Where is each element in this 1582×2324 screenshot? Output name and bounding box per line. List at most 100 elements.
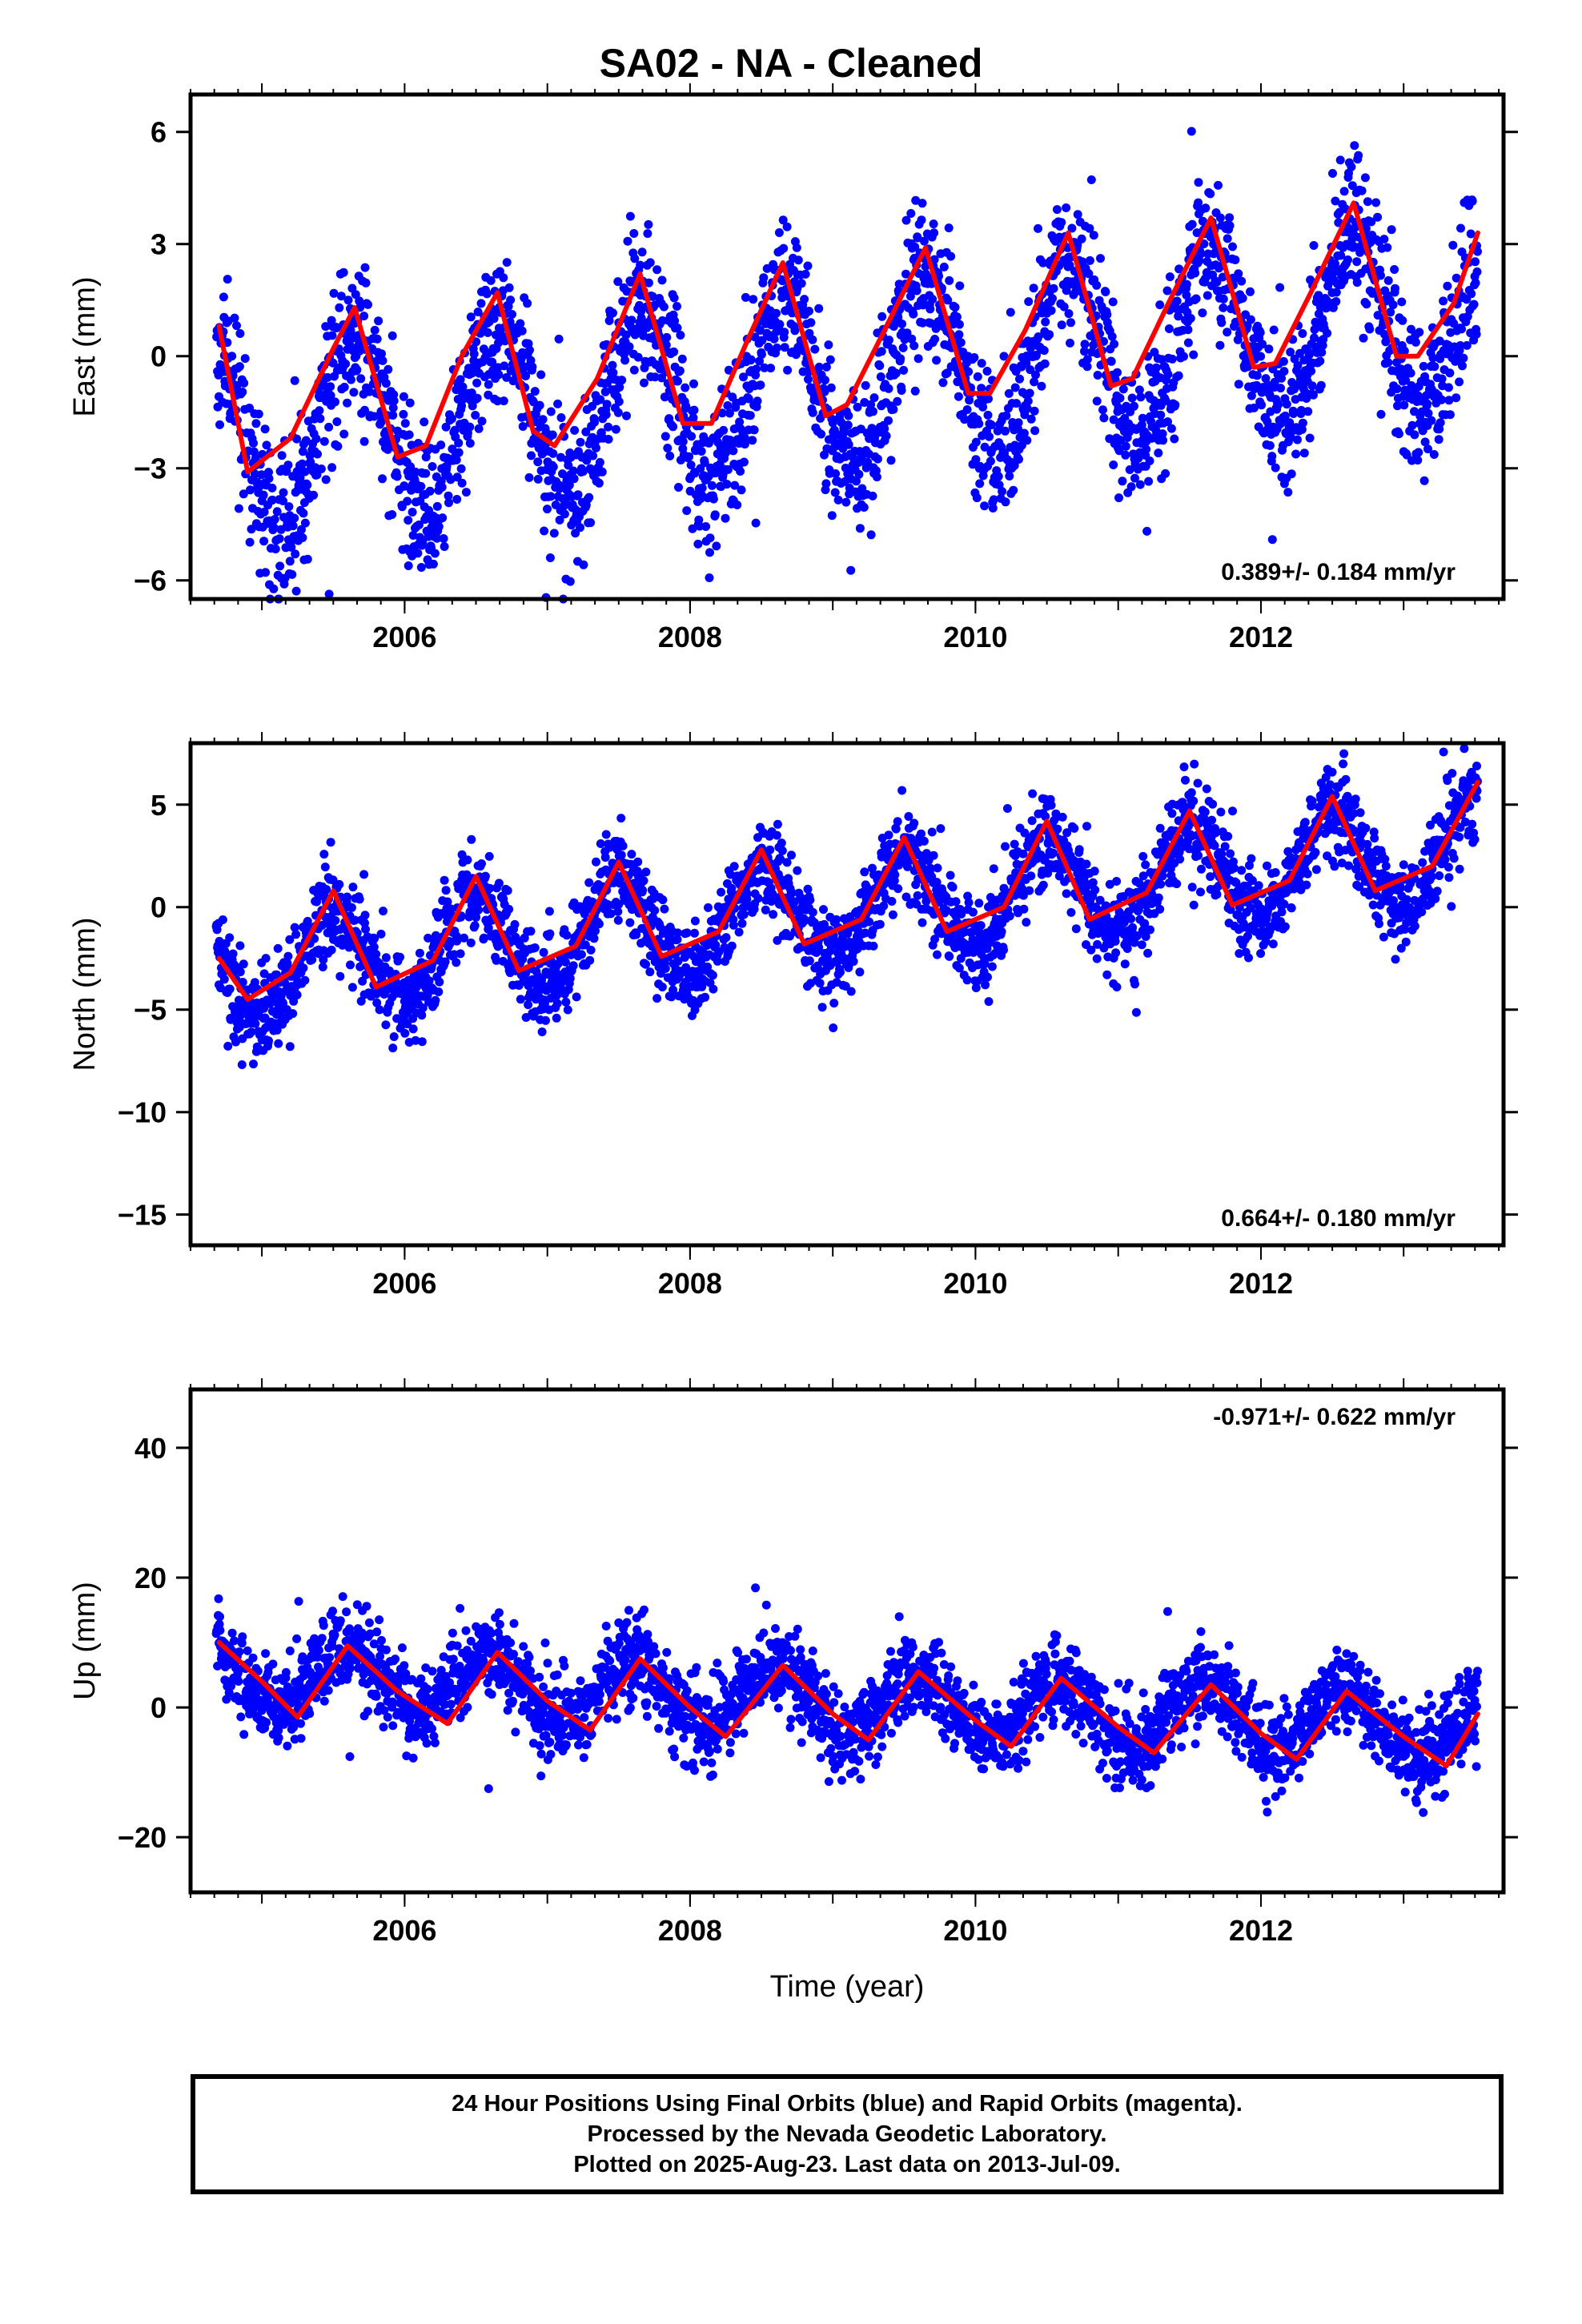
scatter-point-north-872	[592, 857, 600, 866]
scatter-point-east-563	[456, 464, 466, 473]
scatter-point-east-72	[245, 537, 255, 547]
scatter-point-east-2232	[1183, 325, 1193, 335]
scatter-point-east-1961	[1065, 260, 1074, 270]
scatter-point-north-1854	[1022, 918, 1031, 927]
scatter-point-north-867	[589, 934, 599, 943]
scatter-point-east-1870	[1026, 365, 1035, 375]
scatter-point-east-2479	[1291, 449, 1301, 459]
scatter-point-north-31	[225, 933, 235, 943]
scatter-point-north-1819	[1005, 911, 1014, 921]
scatter-point-east-1778	[984, 394, 993, 404]
scatter-point-east-247	[321, 475, 331, 485]
scatter-point-east-49	[234, 504, 243, 513]
scatter-point-north-808	[562, 931, 572, 940]
scatter-point-north-585	[467, 834, 476, 844]
scatter-point-east-1213	[736, 467, 745, 476]
scatter-point-east-1513	[868, 491, 877, 501]
scatter-point-east-599	[472, 337, 481, 347]
scatter-point-east-842	[576, 437, 585, 447]
scatter-point-north-1322	[787, 850, 796, 860]
scatter-point-east-2799	[1427, 416, 1436, 425]
scatter-point-east-1751	[971, 455, 981, 464]
scatter-point-east-2207	[1172, 296, 1182, 306]
scatter-point-east-1627	[917, 199, 927, 208]
scatter-point-east-1725	[960, 415, 970, 424]
scatter-point-east-1067	[674, 483, 683, 492]
scatter-point-east-1141	[705, 533, 715, 543]
scatter-point-east-790	[554, 334, 564, 344]
scatter-point-north-258	[322, 885, 331, 895]
scatter-point-east-2065	[1110, 340, 1119, 349]
scatter-point-east-330	[356, 374, 366, 384]
scatter-point-east-259	[326, 391, 335, 400]
scatter-point-east-1869	[1025, 388, 1034, 398]
scatter-point-east-378	[377, 349, 386, 359]
scatter-point-east-825	[568, 466, 578, 476]
scatter-point-east-1656	[930, 228, 939, 238]
scatter-point-east-898	[600, 387, 610, 396]
scatter-point-east-2008	[1085, 255, 1094, 265]
scatter-point-east-1735	[964, 367, 974, 376]
scatter-points-east	[212, 127, 1482, 604]
scatter-point-north-1689	[948, 883, 958, 892]
scatter-point-east-80	[249, 438, 258, 448]
scatter-point-east-1594	[902, 328, 912, 338]
scatter-point-east-217	[309, 490, 319, 500]
scatter-point-north-1725	[962, 975, 972, 985]
scatter-point-east-815	[564, 480, 574, 490]
scatter-point-east-1523	[872, 472, 881, 482]
scatter-point-north-880	[594, 919, 604, 929]
scatter-point-east-1039	[663, 444, 673, 452]
scatter-point-east-251	[323, 372, 332, 382]
scatter-point-east-1599	[905, 292, 915, 301]
scatter-point-east-1131	[701, 522, 711, 531]
scatter-point-east-477	[420, 417, 429, 427]
scatter-point-east-263	[327, 331, 337, 340]
scatter-point-east-1252	[751, 518, 761, 528]
scatter-point-east-1762	[977, 384, 986, 393]
scatter-point-east-757	[538, 415, 548, 424]
scatter-point-east-337	[359, 312, 369, 321]
scatter-point-north-343	[359, 870, 369, 879]
scatter-point-east-1222	[739, 457, 749, 467]
scatter-point-east-950	[625, 211, 635, 221]
scatter-point-north-146	[273, 943, 283, 953]
scatter-point-north-625	[484, 851, 494, 861]
scatter-point-east-2059	[1106, 356, 1116, 366]
scatter-point-east-1028	[657, 275, 667, 285]
scatter-point-east-1490	[855, 524, 865, 533]
x-tick-label-east-2006: 2006	[372, 621, 436, 653]
scatter-point-north-671	[503, 886, 512, 895]
scatter-point-east-1840	[1014, 424, 1023, 434]
scatter-point-east-2700	[1383, 275, 1393, 285]
scatter-point-east-2441	[1275, 283, 1285, 292]
scatter-point-north-1260	[761, 905, 770, 915]
scatter-point-north-210	[300, 975, 310, 985]
scatter-point-east-1238	[745, 411, 755, 420]
scatter-point-east-533	[444, 491, 453, 501]
scatter-point-east-394	[383, 444, 392, 454]
scatter-point-east-1433	[831, 469, 841, 478]
scatter-point-east-1319	[780, 343, 789, 352]
scatter-point-north-859	[586, 945, 596, 955]
scatter-point-north-347	[361, 924, 370, 934]
scatter-point-north-279	[331, 916, 340, 925]
scatter-point-north-123	[264, 1036, 273, 1046]
scatter-point-east-174	[291, 549, 300, 559]
scatter-point-east-795	[556, 452, 565, 462]
scatter-point-east-2769	[1414, 448, 1423, 457]
scatter-point-east-943	[622, 411, 631, 420]
scatter-point-east-277	[335, 303, 344, 312]
scatter-point-east-2322	[1223, 328, 1232, 337]
scatter-point-east-902	[602, 400, 612, 409]
scatter-point-north-474	[417, 1037, 427, 1047]
scatter-point-east-346	[363, 300, 372, 309]
scatter-point-east-1205	[733, 501, 742, 509]
scatter-point-east-1299	[772, 308, 781, 318]
scatter-point-east-1169	[717, 408, 727, 418]
scatter-point-east-2864	[1456, 223, 1465, 233]
scatter-point-east-1063	[673, 302, 681, 311]
scatter-point-north-61	[237, 1060, 247, 1069]
scatter-point-east-1509	[866, 400, 876, 409]
scatter-point-east-2087	[1118, 384, 1128, 394]
